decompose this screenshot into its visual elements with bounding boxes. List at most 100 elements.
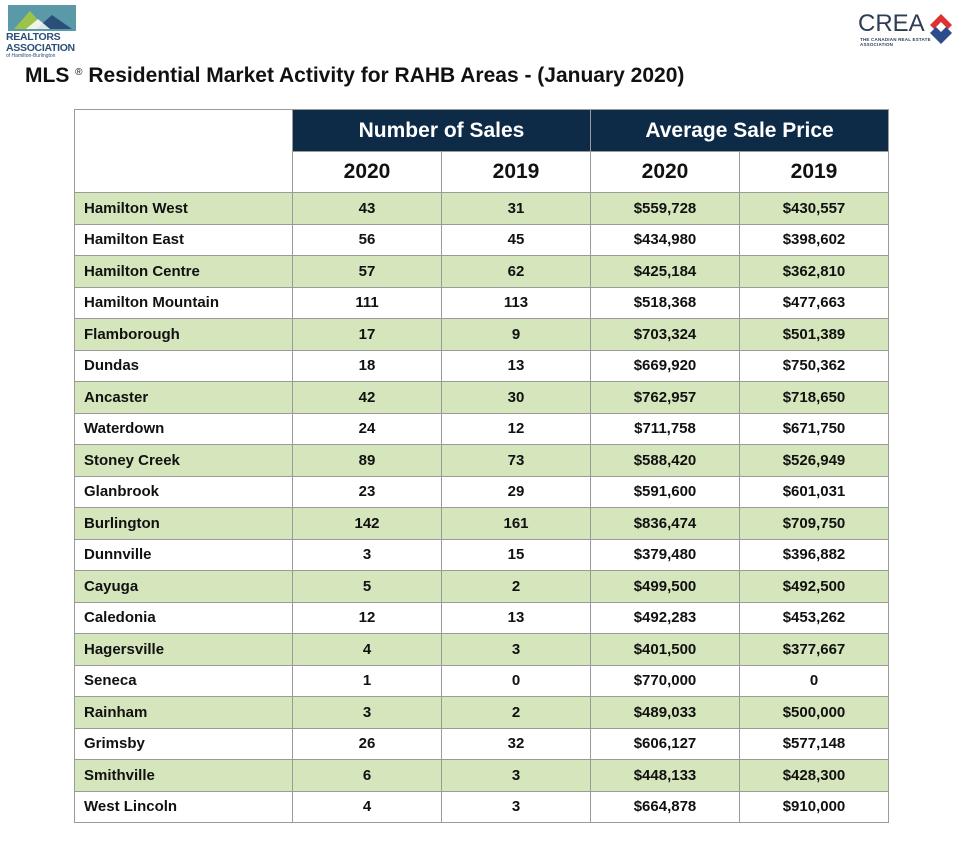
- sales-2020-cell: 56: [292, 223, 442, 256]
- table-row: Burlington 142 161 $836,474 $709,750: [74, 507, 889, 540]
- page-title: MLS ® Residential Market Activity for RA…: [25, 64, 684, 88]
- sales-2019-cell: 3: [441, 790, 591, 823]
- table-row: Ancaster 42 30 $762,957 $718,650: [74, 381, 889, 414]
- area-cell: Seneca: [74, 664, 293, 697]
- table-row: Hagersville 4 3 $401,500 $377,667: [74, 633, 889, 666]
- sales-2020-cell: 111: [292, 286, 442, 319]
- table-row: Hamilton Centre 57 62 $425,184 $362,810: [74, 255, 889, 288]
- realtors-association-logo: REALTORS ASSOCIATION of Hamilton-Burling…: [6, 5, 78, 63]
- crea-wordmark: CREA: [858, 10, 925, 37]
- table-row: West Lincoln 4 3 $664,878 $910,000: [74, 790, 889, 823]
- sales-2020-cell: 3: [292, 538, 442, 571]
- house-roof-icon: [8, 5, 76, 31]
- price-2020-cell: $559,728: [590, 192, 740, 225]
- table-row: Hamilton Mountain 111 113 $518,368 $477,663: [74, 286, 889, 319]
- price-2020-cell: $669,920: [590, 349, 740, 382]
- price-2019-cell: $396,882: [739, 538, 889, 571]
- price-2020-cell: $492,283: [590, 601, 740, 634]
- title-text: Residential Market Activity for RAHB Are…: [88, 64, 685, 87]
- price-2020-cell: $434,980: [590, 223, 740, 256]
- sales-2019-cell: 32: [441, 727, 591, 760]
- sales-2019-cell: 73: [441, 444, 591, 477]
- price-2020-cell: $836,474: [590, 507, 740, 540]
- sales-2019-cell: 13: [441, 601, 591, 634]
- table-row: Waterdown 24 12 $711,758 $671,750: [74, 412, 889, 445]
- sales-2019-cell: 3: [441, 759, 591, 792]
- sales-2019-cell: 161: [441, 507, 591, 540]
- sales-2019-cell: 12: [441, 412, 591, 445]
- price-2019-cell: $492,500: [739, 570, 889, 603]
- price-2020-cell: $499,500: [590, 570, 740, 603]
- price-2019-cell: $718,650: [739, 381, 889, 414]
- price-2020-cell: $401,500: [590, 633, 740, 666]
- group-header-row: Number of Sales Average Sale Price: [74, 109, 889, 193]
- sales-2020-cell: 57: [292, 255, 442, 288]
- sales-2020-cell: 6: [292, 759, 442, 792]
- area-cell: Caledonia: [74, 601, 293, 634]
- area-cell: Hamilton Centre: [74, 255, 293, 288]
- price-2019-cell: $577,148: [739, 727, 889, 760]
- area-cell: Burlington: [74, 507, 293, 540]
- sales-2020-cell: 4: [292, 633, 442, 666]
- area-cell: Hamilton West: [74, 192, 293, 225]
- sales-2019-cell: 3: [441, 633, 591, 666]
- price-2019-cell: $671,750: [739, 412, 889, 445]
- area-cell: Stoney Creek: [74, 444, 293, 477]
- area-header-cell: [74, 109, 293, 193]
- sales-2020-cell: 18: [292, 349, 442, 382]
- sales-2019-cell: 9: [441, 318, 591, 351]
- table-row: Hamilton East 56 45 $434,980 $398,602: [74, 223, 889, 256]
- sales-2020-header: 2020: [292, 151, 442, 193]
- area-cell: Smithville: [74, 759, 293, 792]
- price-2019-cell: $501,389: [739, 318, 889, 351]
- table-row: Flamborough 17 9 $703,324 $501,389: [74, 318, 889, 351]
- price-2020-cell: $703,324: [590, 318, 740, 351]
- price-2019-cell: $500,000: [739, 696, 889, 729]
- number-of-sales-header: Number of Sales: [292, 109, 591, 152]
- area-cell: Grimsby: [74, 727, 293, 760]
- sales-2019-cell: 45: [441, 223, 591, 256]
- sales-2019-cell: 30: [441, 381, 591, 414]
- area-cell: Hamilton Mountain: [74, 286, 293, 319]
- logo-line-region: of Hamilton-Burlington: [6, 53, 56, 59]
- year-header-row: 2020 2019 2020 2019: [75, 151, 889, 193]
- price-2019-cell: $430,557: [739, 192, 889, 225]
- price-2019-cell: $709,750: [739, 507, 889, 540]
- table-row: Caledonia 12 13 $492,283 $453,262: [74, 601, 889, 634]
- sales-2019-cell: 2: [441, 696, 591, 729]
- table-row: Dunnville 3 15 $379,480 $396,882: [74, 538, 889, 571]
- registered-mark: ®: [75, 67, 83, 78]
- sales-2020-cell: 43: [292, 192, 442, 225]
- area-cell: West Lincoln: [74, 790, 293, 823]
- price-2019-cell: 0: [739, 664, 889, 697]
- logo-line-association: ASSOCIATION: [6, 41, 75, 54]
- price-2020-cell: $588,420: [590, 444, 740, 477]
- price-2019-cell: $601,031: [739, 475, 889, 508]
- table-row: Glanbrook 23 29 $591,600 $601,031: [74, 475, 889, 508]
- market-activity-table: Number of Sales Average Sale Price 2020 …: [74, 109, 889, 823]
- table-row: Grimsby 26 32 $606,127 $577,148: [74, 727, 889, 760]
- average-sale-price-header: Average Sale Price: [590, 109, 889, 152]
- crea-tagline: THE CANADIAN REAL ESTATE ASSOCIATION: [860, 37, 931, 48]
- table-row: Smithville 6 3 $448,133 $428,300: [74, 759, 889, 792]
- sales-2020-cell: 26: [292, 727, 442, 760]
- price-2020-cell: $379,480: [590, 538, 740, 571]
- sales-2019-cell: 29: [441, 475, 591, 508]
- area-cell: Waterdown: [74, 412, 293, 445]
- crea-diamond-icon: [930, 14, 952, 44]
- area-cell: Dundas: [74, 349, 293, 382]
- area-cell: Hagersville: [74, 633, 293, 666]
- sales-2020-cell: 42: [292, 381, 442, 414]
- sales-2020-cell: 17: [292, 318, 442, 351]
- price-2019-cell: $398,602: [739, 223, 889, 256]
- sales-2019-cell: 13: [441, 349, 591, 382]
- price-2020-cell: $606,127: [590, 727, 740, 760]
- price-2019-header: 2019: [739, 151, 889, 193]
- price-2020-cell: $770,000: [590, 664, 740, 697]
- table-body: Hamilton West 43 31 $559,728 $430,557 Hamilto…: [74, 192, 889, 823]
- sales-2019-cell: 113: [441, 286, 591, 319]
- table-row: Cayuga 5 2 $499,500 $492,500: [74, 570, 889, 603]
- sales-2019-cell: 31: [441, 192, 591, 225]
- sales-2020-cell: 1: [292, 664, 442, 697]
- price-2020-cell: $711,758: [590, 412, 740, 445]
